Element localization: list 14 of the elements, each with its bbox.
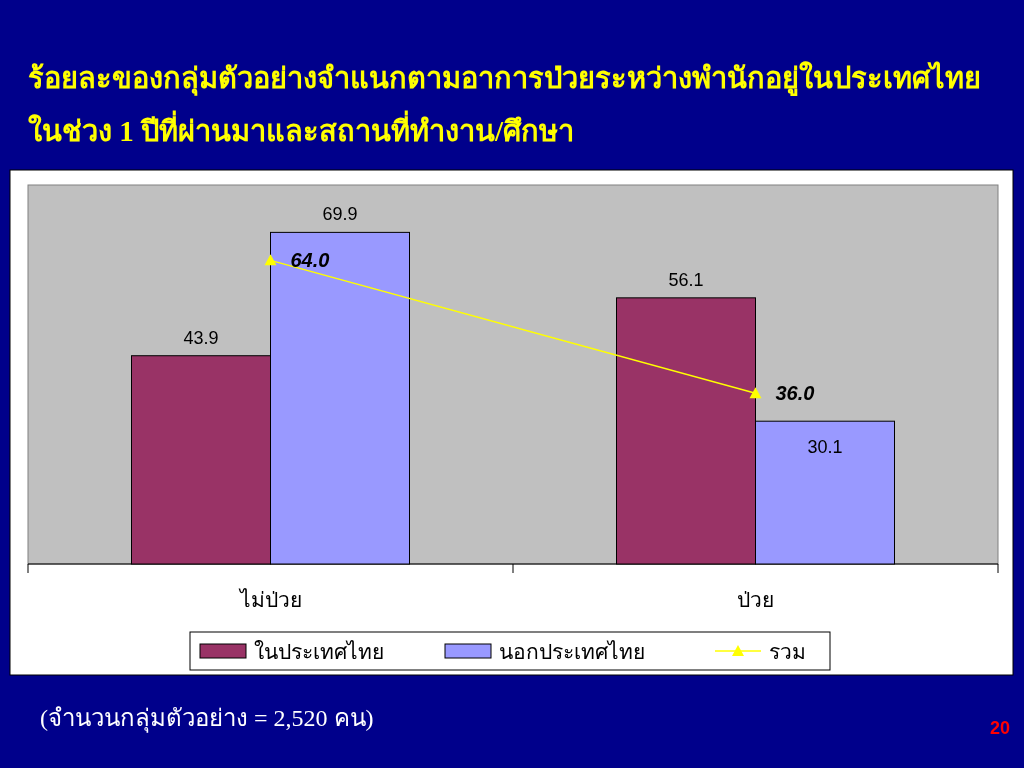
x-tick-label: ป่วย [737, 588, 774, 612]
data-label: 56.1 [668, 269, 704, 290]
legend-label: รวม [769, 640, 806, 664]
data-label: 36.0 [775, 382, 815, 405]
legend-label: นอกประเทศไทย [499, 640, 645, 664]
legend-label: ในประเทศไทย [254, 640, 384, 664]
data-label: 43.9 [183, 327, 219, 348]
annotation: (จำนวนกลุ่มตัวอย่าง = 2,520 คน) [40, 704, 374, 735]
title: ร้อยละของกลุ่มตัวอย่างจำแนกตามอาการป่วยระหว่างพำนักอยู่ในประเทศไทย ในช่วง 1 ปีที่ผ่านมาและสถานที่ทำงาน/ศึกษา [28, 60, 982, 149]
annotation: 20 [990, 718, 1011, 739]
data-label: 69.9 [322, 204, 358, 225]
data-label: 30.1 [807, 437, 843, 458]
x-tick-label: ไม่ป่วย [239, 588, 302, 612]
data-label: 64.0 [290, 249, 330, 272]
